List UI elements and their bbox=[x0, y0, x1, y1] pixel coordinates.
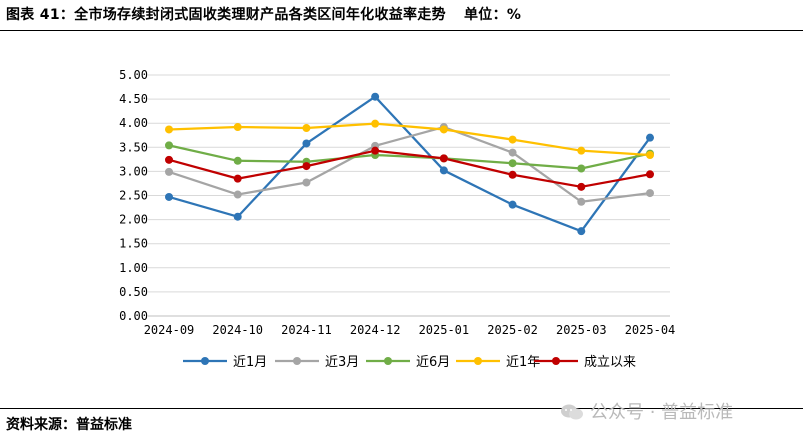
legend-swatch-marker bbox=[474, 357, 482, 365]
legend-label: 成立以来 bbox=[584, 355, 636, 370]
x-tick-label: 2024-10 bbox=[212, 323, 263, 337]
data-point bbox=[508, 200, 517, 209]
legend-label: 近3月 bbox=[325, 355, 359, 370]
series-line bbox=[168, 122, 651, 157]
data-point bbox=[577, 164, 586, 173]
data-point bbox=[165, 125, 173, 134]
series-line bbox=[168, 149, 651, 188]
data-point bbox=[302, 139, 311, 148]
data-point bbox=[165, 167, 173, 176]
data-point bbox=[439, 125, 448, 134]
series-line bbox=[168, 125, 651, 203]
legend-swatch-marker bbox=[552, 357, 560, 365]
data-point bbox=[508, 170, 517, 179]
data-point bbox=[371, 92, 380, 101]
y-tick-label: 4.00 bbox=[119, 116, 148, 130]
source-note: 资料来源：普益标准 bbox=[6, 417, 132, 433]
data-point bbox=[371, 146, 380, 155]
x-tick-label: 2025-02 bbox=[487, 323, 538, 337]
y-tick-label: 4.50 bbox=[119, 92, 148, 106]
watermark: 公众号 · 普益标准 bbox=[560, 398, 733, 424]
x-tick-label: 2025-04 bbox=[625, 323, 676, 337]
data-point bbox=[646, 151, 654, 160]
data-point bbox=[646, 189, 654, 198]
series-line bbox=[168, 144, 651, 170]
data-point bbox=[165, 155, 173, 164]
y-tick-label: 1.50 bbox=[119, 237, 148, 251]
data-point bbox=[577, 146, 586, 155]
x-tick-label: 2024-09 bbox=[144, 323, 195, 337]
data-point bbox=[371, 119, 380, 128]
data-point bbox=[302, 124, 311, 133]
data-point bbox=[646, 170, 654, 179]
data-point bbox=[233, 190, 242, 199]
y-tick-label: 2.00 bbox=[119, 213, 148, 227]
legend-label: 近1月 bbox=[233, 355, 267, 370]
x-tick-label: 2025-03 bbox=[556, 323, 607, 337]
data-point bbox=[577, 197, 586, 206]
legend-swatch-marker bbox=[293, 357, 301, 365]
data-point bbox=[165, 192, 173, 201]
x-tick-label: 2024-12 bbox=[350, 323, 401, 337]
y-tick-label: 2.50 bbox=[119, 189, 148, 203]
series-line bbox=[168, 95, 651, 233]
data-point bbox=[577, 182, 586, 191]
data-point bbox=[508, 135, 517, 144]
y-tick-label: 0.00 bbox=[119, 309, 148, 323]
y-tick-label: 5.00 bbox=[119, 68, 148, 82]
x-tick-label: 2024-11 bbox=[281, 323, 332, 337]
legend-swatch-marker bbox=[384, 357, 392, 365]
unit-label: 单位：% bbox=[463, 7, 522, 23]
chart-title-bar: 图表 41：全市场存续封闭式固收类理财产品各类区间年化收益率走势 单位：% bbox=[6, 4, 521, 24]
data-point bbox=[302, 178, 311, 187]
legend-swatch-marker bbox=[201, 357, 209, 365]
legend-label: 近1年 bbox=[506, 355, 540, 370]
y-tick-label: 1.00 bbox=[119, 261, 148, 275]
data-point bbox=[233, 123, 242, 132]
y-tick-label: 3.00 bbox=[119, 164, 148, 178]
data-point bbox=[439, 166, 448, 175]
wechat-icon bbox=[561, 404, 583, 420]
chart-title: 图表 41：全市场存续封闭式固收类理财产品各类区间年化收益率走势 bbox=[6, 7, 446, 23]
data-point bbox=[577, 227, 586, 236]
y-tick-label: 0.50 bbox=[119, 285, 148, 299]
legend-label: 近6月 bbox=[416, 355, 450, 370]
data-point bbox=[165, 141, 173, 150]
data-point bbox=[646, 133, 654, 142]
line-chart: 0.00 0.50 1.00 1.50 2.00 2.50 3.00 3.50 4.00 4.50… bbox=[119, 68, 676, 370]
data-point bbox=[302, 162, 311, 171]
top-divider bbox=[0, 30, 803, 31]
bottom-divider bbox=[0, 408, 803, 409]
data-point bbox=[439, 154, 448, 163]
data-point bbox=[508, 148, 517, 157]
watermark-text: 公众号 · 普益标准 bbox=[590, 402, 734, 423]
data-point bbox=[233, 156, 242, 165]
data-point bbox=[233, 174, 242, 183]
x-tick-label: 2025-01 bbox=[419, 323, 470, 337]
y-tick-label: 3.50 bbox=[119, 140, 148, 154]
data-point bbox=[508, 159, 517, 168]
data-point bbox=[233, 212, 242, 221]
